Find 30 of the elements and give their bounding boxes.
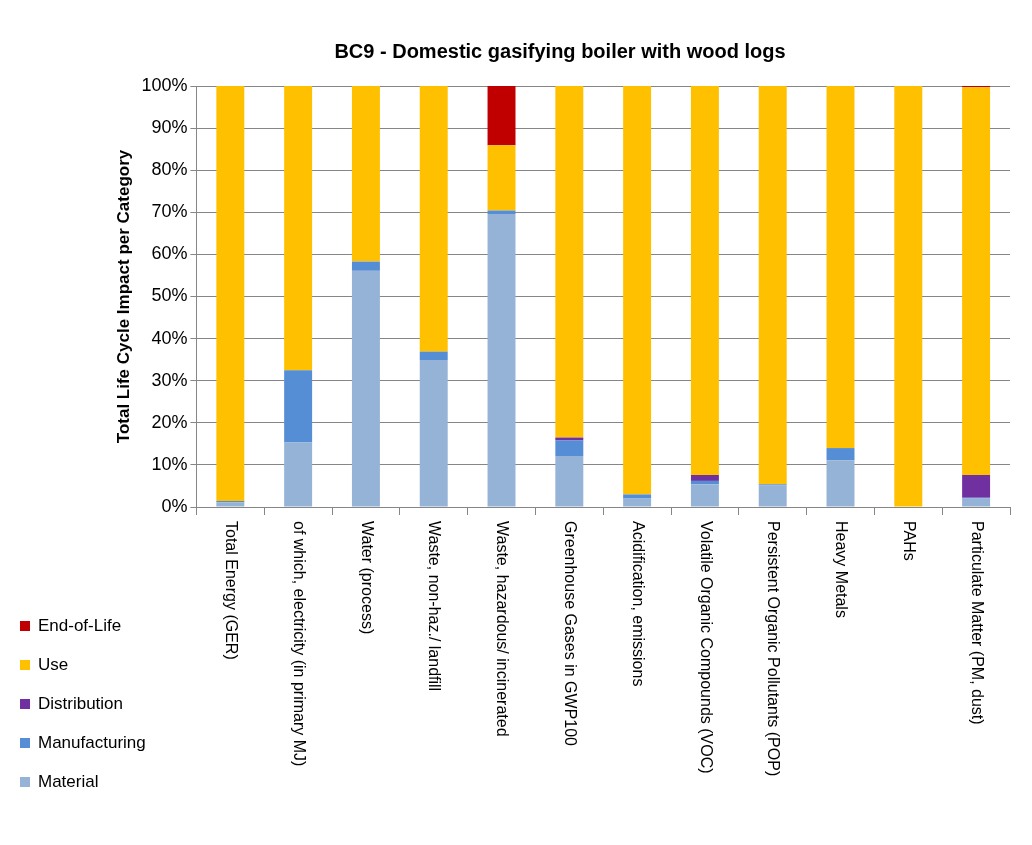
y-tick-label: 100% [141, 74, 188, 95]
x-tick-label: Volatile Organic Compounds (VOC) [697, 521, 715, 774]
x-tick-label: of which, electricity (in primary MJ) [290, 521, 308, 767]
y-tick-label: 50% [151, 285, 188, 306]
y-axis-title: Total Life Cycle Impact per Category [113, 149, 133, 444]
y-tick-label: 90% [151, 117, 188, 138]
chart-title: BC9 - Domestic gasifying boiler with wood logs [334, 39, 786, 62]
y-tick-label: 20% [151, 411, 188, 432]
y-tick-label: 30% [151, 369, 188, 390]
y-tick-label: 70% [151, 201, 188, 222]
x-tick-label: Waste, hazardous/ incinerated [494, 521, 512, 737]
x-tick-label: Waste, non-haz./ landfill [426, 521, 444, 692]
x-tick-label: Persistent Organic Pollutants (POP) [765, 521, 783, 777]
x-tick-label: PAHs [900, 521, 918, 561]
legend-label: Material [38, 771, 99, 792]
legend-label: Use [38, 654, 69, 675]
y-tick-label: 10% [151, 453, 188, 474]
y-tick-label: 80% [151, 159, 188, 180]
legend-label: Manufacturing [38, 732, 146, 753]
y-tick-label: 60% [151, 243, 188, 264]
legend-label: End-of-Life [38, 615, 122, 636]
x-tick-label: Acidification, emissions [629, 521, 647, 687]
x-tick-label: Water (process) [358, 521, 376, 635]
x-tick-label: Particulate Matter (PM, dust) [968, 521, 986, 725]
x-tick-label: Heavy Metals [833, 521, 851, 618]
legend-label: Distribution [38, 693, 124, 714]
x-tick-label: Greenhouse Gases in GWP100 [561, 521, 579, 747]
x-tick-label: Total Energy (GER) [222, 521, 240, 660]
y-tick-label: 0% [161, 495, 188, 516]
y-tick-label: 40% [151, 327, 188, 348]
